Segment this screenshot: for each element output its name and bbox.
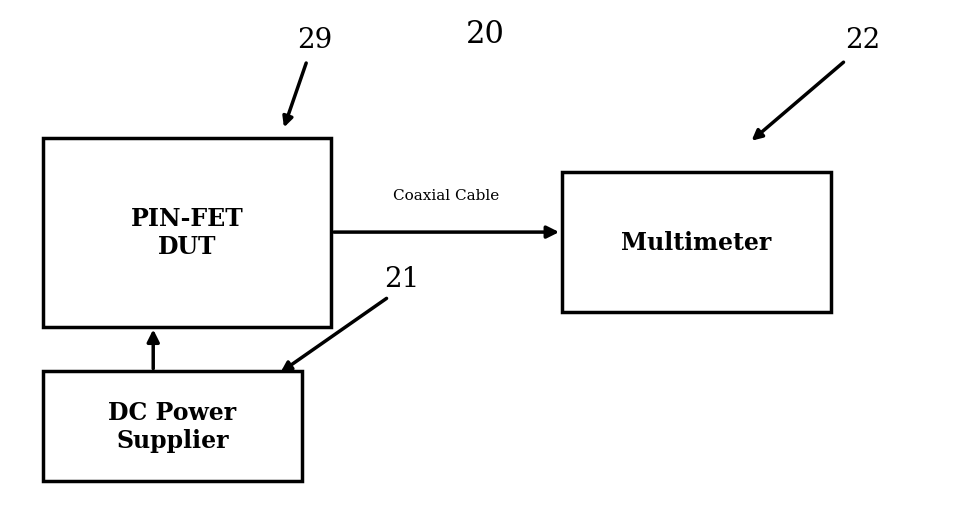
Text: PIN-FET
DUT: PIN-FET DUT xyxy=(131,207,243,259)
Text: 21: 21 xyxy=(384,265,419,292)
Text: 29: 29 xyxy=(297,27,332,54)
Text: 20: 20 xyxy=(465,19,504,50)
Text: Multimeter: Multimeter xyxy=(621,231,771,255)
Text: DC Power
Supplier: DC Power Supplier xyxy=(109,400,236,452)
Text: Coaxial Cable: Coaxial Cable xyxy=(393,189,499,203)
Bar xyxy=(43,138,330,327)
Text: 22: 22 xyxy=(845,27,880,54)
Bar xyxy=(43,372,302,481)
Bar xyxy=(561,173,830,312)
